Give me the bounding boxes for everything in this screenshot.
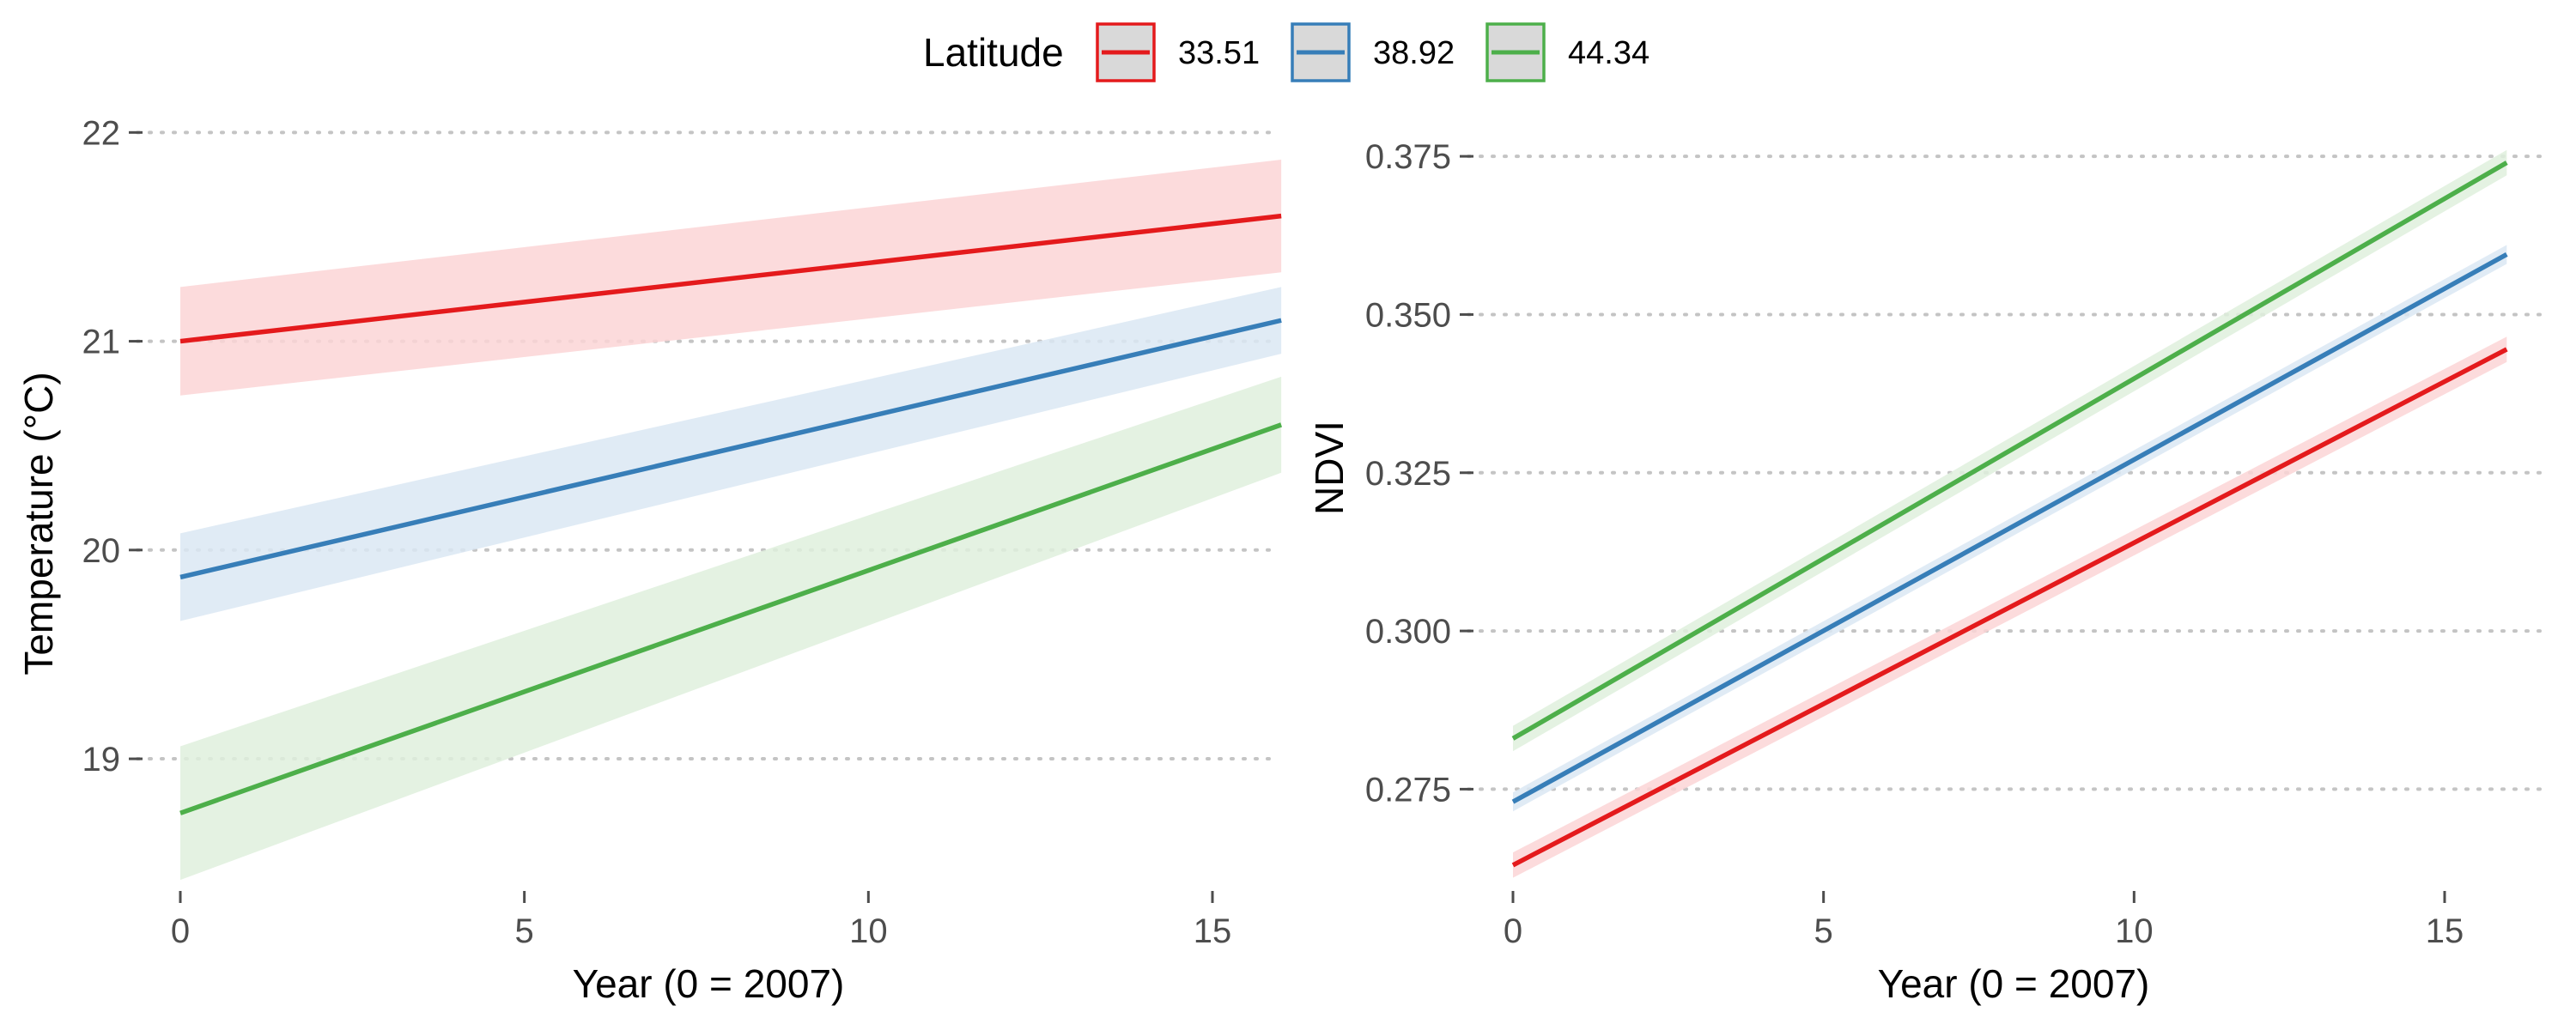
ndvi-y-tick-label: 0.325 [1365,455,1451,493]
temperature-y-tick-label: 20 [82,532,121,570]
temperature-y-tick-label: 21 [82,324,121,361]
temperature-y-tick-label: 19 [82,741,121,779]
ndvi-y-tick-label: 0.350 [1365,296,1451,334]
legend-label-44-34: 44.34 [1568,35,1649,71]
ndvi-x-tick-label: 0 [1504,912,1522,950]
temperature-line-33-51 [179,213,1282,344]
legend-title: Latitude [923,30,1064,75]
legend: Latitude 33.51 38.92 44.34 [923,22,1649,82]
ndvi-line-44-34 [1511,161,2508,741]
temperature-y-tick-label: 22 [82,114,121,152]
legend-label-33-51: 33.51 [1178,35,1260,71]
temperature-line-38-92 [179,318,1282,580]
legend-label-38-92: 38.92 [1373,35,1455,71]
temperature-x-axis-title: Year (0 = 2007) [573,961,845,1006]
ndvi-line-38-92 [1511,251,2508,804]
temperature-x-tick-label: 15 [1194,912,1232,950]
ndvi-y-axis-title: NDVI [1307,421,1352,515]
temperature-line-44-34 [179,422,1283,815]
temperature-panel: 19 20 21 22 0 5 10 15 Year (0 = 2007) Temperature… [16,114,1283,1006]
ndvi-x-tick-label: 10 [2115,912,2154,950]
legend-item-44-34: 44.34 [1485,22,1649,82]
legend-item-38-92: 38.92 [1291,22,1455,82]
temperature-ribbon-38-92 [180,287,1282,621]
temperature-x-tick-label: 5 [515,912,534,950]
temperature-ribbon-44-34 [180,376,1282,881]
ndvi-x-tick-label: 15 [2426,912,2464,950]
ndvi-line-33-51 [1511,347,2508,868]
temperature-x-tick-label: 0 [171,912,190,950]
ndvi-x-tick-label: 5 [1814,912,1833,950]
temperature-y-axis-title: Temperature (°C) [16,372,61,675]
legend-item-33-51: 33.51 [1096,22,1260,82]
ndvi-x-axis-title: Year (0 = 2007) [1878,961,2150,1006]
ndvi-y-tick-label: 0.275 [1365,771,1451,809]
temperature-x-tick-label: 10 [849,912,888,950]
ndvi-y-tick-label: 0.375 [1365,138,1451,176]
ndvi-panel: 0.275 0.300 0.325 0.350 0.375 0 5 10 15 Year (0 =… [1307,138,2552,1006]
ndvi-y-tick-label: 0.300 [1365,613,1451,651]
